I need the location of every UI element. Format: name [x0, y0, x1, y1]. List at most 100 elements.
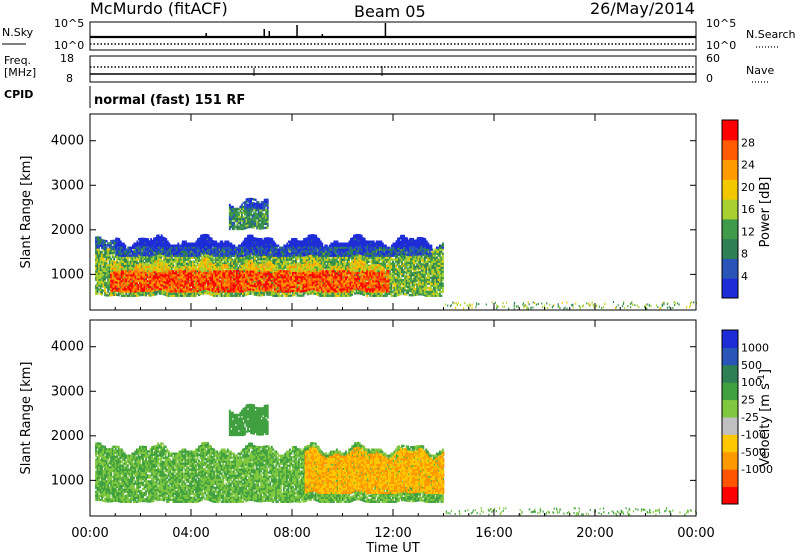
echo-cell — [122, 262, 125, 265]
echo-cell — [217, 256, 220, 259]
echo-cell — [114, 241, 117, 244]
echo-cell — [155, 292, 158, 296]
echo-cell — [323, 256, 326, 259]
echo-cell — [385, 256, 388, 259]
echo-cell — [346, 260, 349, 263]
echo-cell — [248, 256, 250, 259]
echo-cell — [249, 254, 252, 257]
echo-cell — [388, 276, 391, 279]
echo-cell — [204, 269, 207, 273]
echo-cell — [322, 294, 325, 297]
echo-cell — [323, 260, 326, 263]
echo-cell — [348, 262, 350, 265]
echo-cell — [142, 291, 144, 295]
echo-cell — [213, 262, 216, 265]
echo-cell — [178, 264, 181, 267]
echo-cell — [211, 258, 214, 261]
echo-cell — [113, 293, 116, 297]
echo-cell — [99, 276, 102, 280]
echo-cell — [135, 262, 138, 265]
echo-cell — [138, 293, 141, 297]
echo-cell — [385, 276, 388, 279]
echo-cell — [140, 249, 143, 253]
echo-cell — [373, 292, 376, 295]
echo-cell — [396, 288, 399, 291]
echo-cell — [172, 294, 175, 297]
echo-cell — [228, 256, 231, 259]
echo-cell — [231, 264, 234, 267]
echo-cell — [143, 277, 146, 281]
echo-cell — [169, 286, 172, 289]
echo-cell — [310, 256, 313, 259]
echo-cell — [201, 292, 204, 295]
echo-cell — [225, 292, 228, 295]
echo-cell — [192, 266, 194, 269]
nsearch-label: N.Search — [746, 28, 796, 41]
echo-cell — [384, 294, 387, 297]
echo-cell — [395, 294, 397, 297]
echo-cell — [113, 243, 116, 246]
echo-cell — [95, 258, 97, 261]
echo-cell — [138, 291, 141, 295]
echo-cell — [95, 252, 97, 255]
echo-cell — [295, 292, 297, 295]
echo-cell — [282, 262, 285, 265]
echo-cell — [323, 292, 326, 295]
echo-cell — [110, 294, 113, 297]
echo-cell — [169, 294, 172, 297]
echo-cell — [232, 264, 235, 267]
echo-cell — [279, 268, 282, 271]
echo-cell — [135, 260, 138, 263]
echo-cell — [184, 262, 187, 265]
echo-cell — [232, 248, 235, 251]
echo-cell — [143, 291, 146, 295]
echo-cell — [341, 294, 344, 297]
echo-cell — [367, 258, 370, 261]
echo-cell — [188, 262, 191, 265]
echo-cell — [176, 292, 179, 295]
echo-cell — [170, 254, 173, 257]
echo-cell — [195, 292, 197, 295]
echo-cell — [134, 264, 137, 267]
echo-cell — [113, 275, 116, 278]
echo-cell — [284, 258, 287, 261]
echo-cell — [161, 254, 164, 257]
echo-cell — [151, 262, 154, 265]
echo-cell — [231, 260, 234, 263]
echo-cell — [96, 268, 99, 271]
echo-cell — [222, 262, 225, 265]
echo-cell — [388, 284, 391, 287]
echo-cell — [329, 292, 332, 295]
echo-cell — [111, 251, 114, 255]
echo-cell — [240, 258, 243, 261]
echo-cell — [281, 262, 284, 265]
echo-cell — [260, 260, 263, 263]
echo-cell — [243, 256, 246, 259]
echo-cell — [204, 245, 207, 249]
echo-cell — [252, 261, 255, 264]
echo-cell — [101, 251, 104, 254]
echo-cell — [108, 278, 111, 281]
echo-cell — [335, 262, 338, 265]
echo-cell — [246, 293, 249, 296]
echo-cell — [126, 268, 129, 271]
echo-cell — [231, 262, 234, 265]
echo-cell — [263, 261, 266, 264]
echo-cell — [373, 276, 376, 279]
echo-cell — [142, 257, 144, 261]
echo-cell — [282, 268, 285, 271]
echo-cell — [181, 260, 184, 263]
echo-cell — [96, 288, 99, 291]
echo-cell — [366, 246, 369, 249]
echo-cell — [369, 256, 372, 259]
echo-cell — [110, 260, 113, 263]
echo-cell — [145, 258, 147, 261]
echo-cell — [254, 281, 257, 284]
echo-cell — [396, 270, 399, 273]
echo-cell — [276, 286, 279, 289]
echo-cell — [269, 243, 272, 246]
echo-cell — [111, 241, 114, 245]
echo-cell — [154, 259, 157, 262]
echo-cell — [388, 278, 391, 281]
echo-cell — [298, 284, 300, 287]
